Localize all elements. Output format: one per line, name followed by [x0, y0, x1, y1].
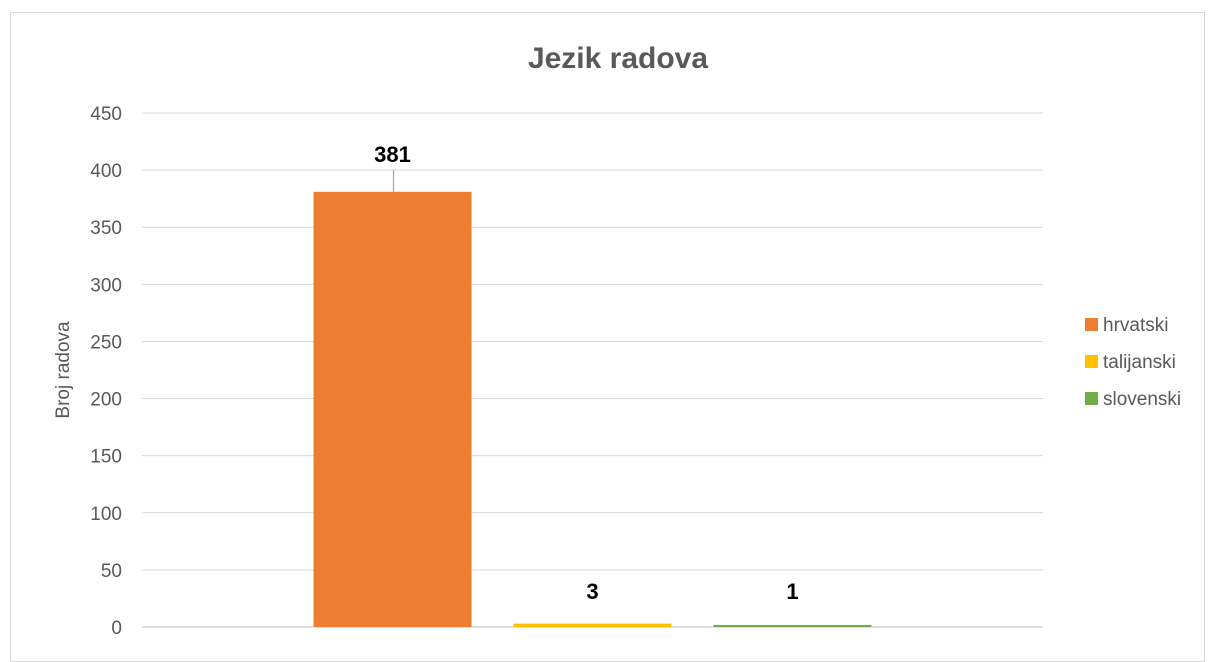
y-tick-label: 50: [101, 561, 122, 582]
y-tick-label: 100: [90, 504, 122, 525]
bars: [313, 191, 872, 627]
y-tick-label: 150: [90, 447, 122, 468]
chart-frame: [10, 12, 1205, 662]
y-tick-label: 200: [90, 390, 122, 411]
y-tick-label: 400: [90, 161, 122, 182]
y-axis-label: Broj radova: [53, 321, 74, 419]
data-label-talijanski: 3: [586, 579, 598, 604]
y-tick-label: 350: [90, 218, 122, 239]
y-tick-label: 250: [90, 332, 122, 353]
legend-label-slovenski: slovenski: [1103, 389, 1181, 410]
chart-title: Jezik radova: [528, 42, 708, 75]
y-tick-labels: 0 50 100 150 200 250 300 350 400 450: [90, 104, 122, 639]
legend-swatch-talijanski: [1085, 355, 1098, 368]
y-tick-label: 300: [90, 275, 122, 296]
bar-talijanski: [513, 623, 672, 627]
legend: hrvatski talijanski slovenski: [1085, 315, 1181, 410]
data-labels: 381 3 1: [374, 142, 798, 604]
legend-swatch-hrvatski: [1085, 318, 1098, 331]
data-label-hrvatski: 381: [374, 142, 411, 167]
legend-label-hrvatski: hrvatski: [1103, 315, 1168, 336]
data-label-slovenski: 1: [786, 579, 798, 604]
y-tick-label: 0: [111, 618, 122, 639]
bar-slovenski: [713, 625, 872, 627]
y-tick-label: 450: [90, 104, 122, 125]
legend-swatch-slovenski: [1085, 392, 1098, 405]
legend-label-talijanski: talijanski: [1103, 352, 1176, 373]
bar-hrvatski: [313, 191, 472, 627]
